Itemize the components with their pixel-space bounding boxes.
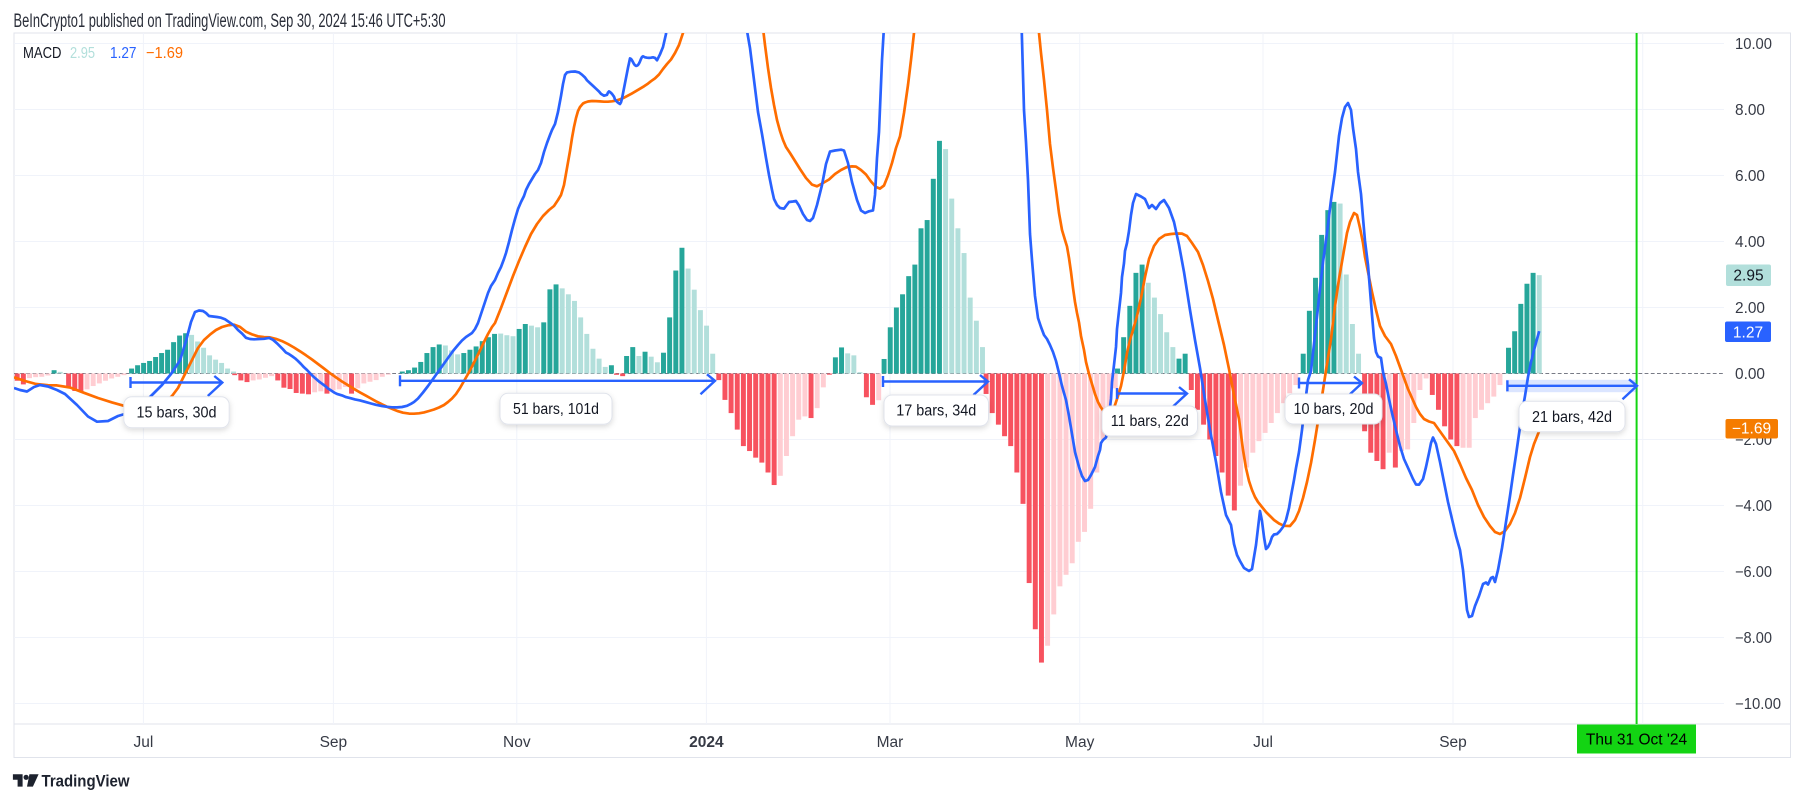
- svg-text:Sep: Sep: [320, 734, 348, 751]
- svg-text:Jul: Jul: [133, 734, 153, 751]
- svg-text:Nov: Nov: [503, 734, 531, 751]
- svg-text:6.00: 6.00: [1735, 168, 1765, 185]
- svg-text:1.27: 1.27: [1733, 325, 1763, 342]
- svg-text:17 bars, 34d: 17 bars, 34d: [896, 403, 976, 420]
- svg-text:Thu 31 Oct '24: Thu 31 Oct '24: [1586, 732, 1688, 749]
- svg-text:10 bars, 20d: 10 bars, 20d: [1294, 401, 1374, 418]
- svg-text:−10.00: −10.00: [1735, 696, 1781, 713]
- svg-text:Sep: Sep: [1439, 734, 1467, 751]
- svg-text:8.00: 8.00: [1735, 102, 1765, 119]
- svg-text:Mar: Mar: [877, 734, 904, 751]
- svg-text:−1.69: −1.69: [146, 45, 183, 62]
- svg-text:−6.00: −6.00: [1735, 564, 1772, 581]
- svg-text:15 bars, 30d: 15 bars, 30d: [137, 405, 217, 422]
- svg-text:0.00: 0.00: [1735, 366, 1765, 383]
- svg-text:21 bars, 42d: 21 bars, 42d: [1532, 409, 1612, 426]
- svg-text:TradingView: TradingView: [42, 772, 131, 791]
- svg-text:2.00: 2.00: [1735, 300, 1765, 317]
- svg-text:11 bars, 22d: 11 bars, 22d: [1111, 413, 1189, 430]
- svg-text:Jul: Jul: [1253, 734, 1273, 751]
- svg-text:−1.69: −1.69: [1732, 421, 1771, 438]
- svg-text:10.00: 10.00: [1735, 36, 1772, 53]
- svg-text:2.95: 2.95: [1733, 268, 1763, 285]
- svg-text:−4.00: −4.00: [1735, 498, 1772, 515]
- svg-text:1.27: 1.27: [110, 45, 137, 62]
- svg-text:−8.00: −8.00: [1735, 630, 1772, 647]
- svg-text:MACD: MACD: [23, 45, 62, 62]
- svg-text:2.95: 2.95: [70, 45, 95, 62]
- svg-text:2024: 2024: [689, 734, 724, 751]
- svg-text:51 bars, 101d: 51 bars, 101d: [513, 401, 599, 418]
- svg-text:4.00: 4.00: [1735, 234, 1765, 251]
- svg-text:BeInCrypto1 published on Tradi: BeInCrypto1 published on TradingView.com…: [14, 11, 446, 32]
- svg-text:May: May: [1065, 734, 1095, 751]
